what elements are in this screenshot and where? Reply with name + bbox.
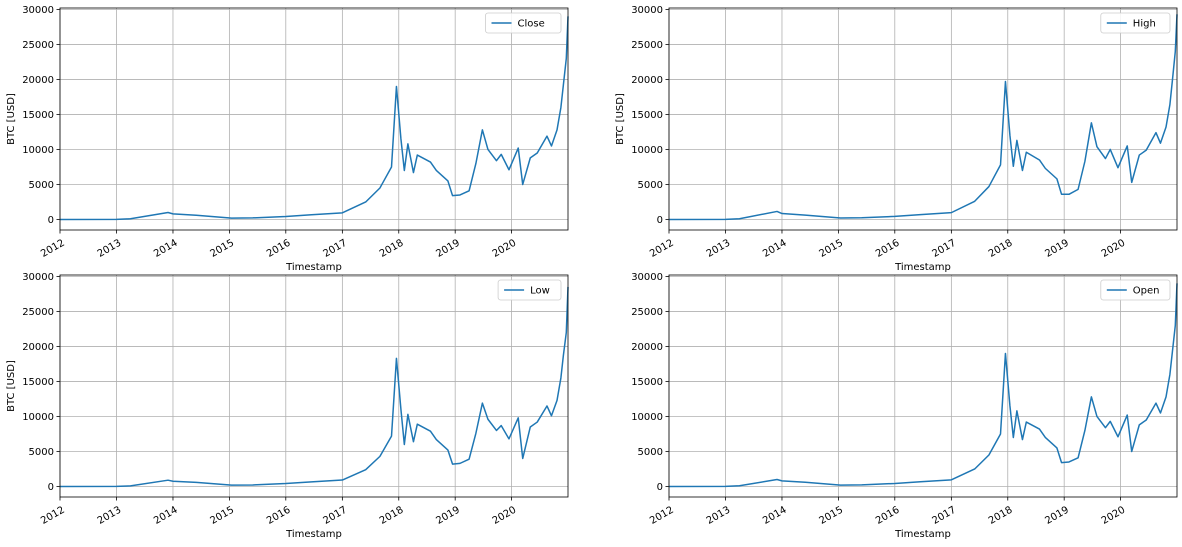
x-axis-label: Timestamp [285,262,342,273]
y-tick-label: 30000 [22,272,54,283]
x-tick-label: 2013 [96,505,124,527]
x-tick-label: 2018 [987,505,1015,527]
y-axis-label: BTC [USD] [6,360,17,412]
x-tick-label: 2019 [434,505,462,527]
chart-panel-2: 0 5000 10000 15000 20000 25000 30000 2012 2013 20… [615,5,1178,273]
y-tick-label: 15000 [22,110,54,121]
x-tick-label: 2018 [987,238,1015,260]
y-tick-label: 5000 [29,447,54,458]
x-tick-label: 2017 [322,505,350,527]
axes-frame [668,274,1178,498]
y-tick-label: 25000 [22,307,54,318]
y-tick-label: 0 [657,215,663,226]
y-tick-label: 20000 [631,342,663,353]
y-tick-label: 10000 [22,412,54,423]
y-axis-label: BTC [USD] [615,93,626,145]
y-tick-label: 5000 [638,180,663,191]
y-tick-label: 10000 [22,145,54,156]
chart-panel-3: 0 5000 10000 15000 20000 25000 30000 2012 2013 20… [6,272,569,540]
x-tick-label: 2018 [378,505,406,527]
x-tick-label: 2019 [1043,238,1071,260]
x-tick-label: 2016 [874,505,902,527]
x-tick-label: 2016 [265,505,293,527]
x-tick-label: 2016 [874,238,902,260]
x-tick-label: 2020 [1100,238,1128,260]
y-tick-label: 30000 [631,272,663,283]
x-tick-label: 2015 [818,505,846,527]
legend-box [1100,279,1171,301]
x-tick-label: 2015 [209,238,237,260]
y-tick-label: 15000 [631,110,663,121]
x-tick-label: 2014 [761,238,789,260]
x-tick-label: 2013 [705,505,733,527]
axes-frame [59,7,569,231]
y-tick-label: 10000 [631,145,663,156]
x-axis-label: Timestamp [894,529,951,540]
x-tick-label: 2017 [931,505,959,527]
x-tick-label: 2014 [152,238,180,260]
legend-box [497,279,562,301]
x-tick-label: 2015 [818,238,846,260]
legend-label: Close [518,19,545,30]
x-tick-label: 2020 [491,505,519,527]
series-line-close [59,16,569,221]
x-tick-label: 2018 [378,238,406,260]
y-tick-label: 5000 [29,180,54,191]
axes-frame [59,274,569,498]
y-tick-label: 0 [48,482,54,493]
y-tick-label: 20000 [631,75,663,86]
y-tick-label: 15000 [631,377,663,388]
x-tick-label: 2013 [96,238,124,260]
y-tick-label: 10000 [631,412,663,423]
axes-frame [668,7,1178,231]
y-tick-label: 15000 [22,377,54,388]
x-tick-label: 2016 [265,238,293,260]
x-tick-label: 2019 [434,238,462,260]
y-tick-label: 0 [48,215,54,226]
series-line-low [59,286,569,488]
y-tick-label: 5000 [638,447,663,458]
y-axis-label: BTC [USD] [6,93,17,145]
legend-box [485,12,562,34]
legend-label: Low [530,286,550,297]
x-tick-label: 2020 [1100,505,1128,527]
x-tick-label: 2015 [209,505,237,527]
chart-panel-1: 0 5000 10000 15000 20000 25000 30000 2012 2013 20… [6,5,569,273]
x-tick-label: 2012 [648,505,676,527]
y-tick-label: 30000 [631,5,663,16]
x-tick-label: 2020 [491,238,519,260]
y-tick-label: 25000 [631,307,663,318]
x-axis-label: Timestamp [285,529,342,540]
y-tick-label: 25000 [22,40,54,51]
x-tick-label: 2019 [1043,505,1071,527]
y-tick-label: 30000 [22,5,54,16]
legend-label: High [1133,19,1156,30]
x-tick-label: 2012 [648,238,676,260]
y-tick-label: 25000 [631,40,663,51]
legend-label: Open [1133,286,1160,297]
x-tick-label: 2012 [39,238,67,260]
series-line-high [668,14,1178,221]
x-tick-label: 2017 [322,238,350,260]
y-tick-label: 20000 [22,75,54,86]
x-tick-label: 2014 [761,505,789,527]
x-axis-label: Timestamp [894,262,951,273]
series-line-open [668,283,1178,488]
legend-box [1100,12,1171,34]
y-tick-label: 20000 [22,342,54,353]
x-tick-label: 2014 [152,505,180,527]
y-tick-label: 0 [657,482,663,493]
x-tick-label: 2013 [705,238,733,260]
x-tick-label: 2012 [39,505,67,527]
x-tick-label: 2017 [931,238,959,260]
chart-panel-4: 0 5000 10000 15000 20000 25000 30000 2012 2013 20… [631,272,1178,540]
